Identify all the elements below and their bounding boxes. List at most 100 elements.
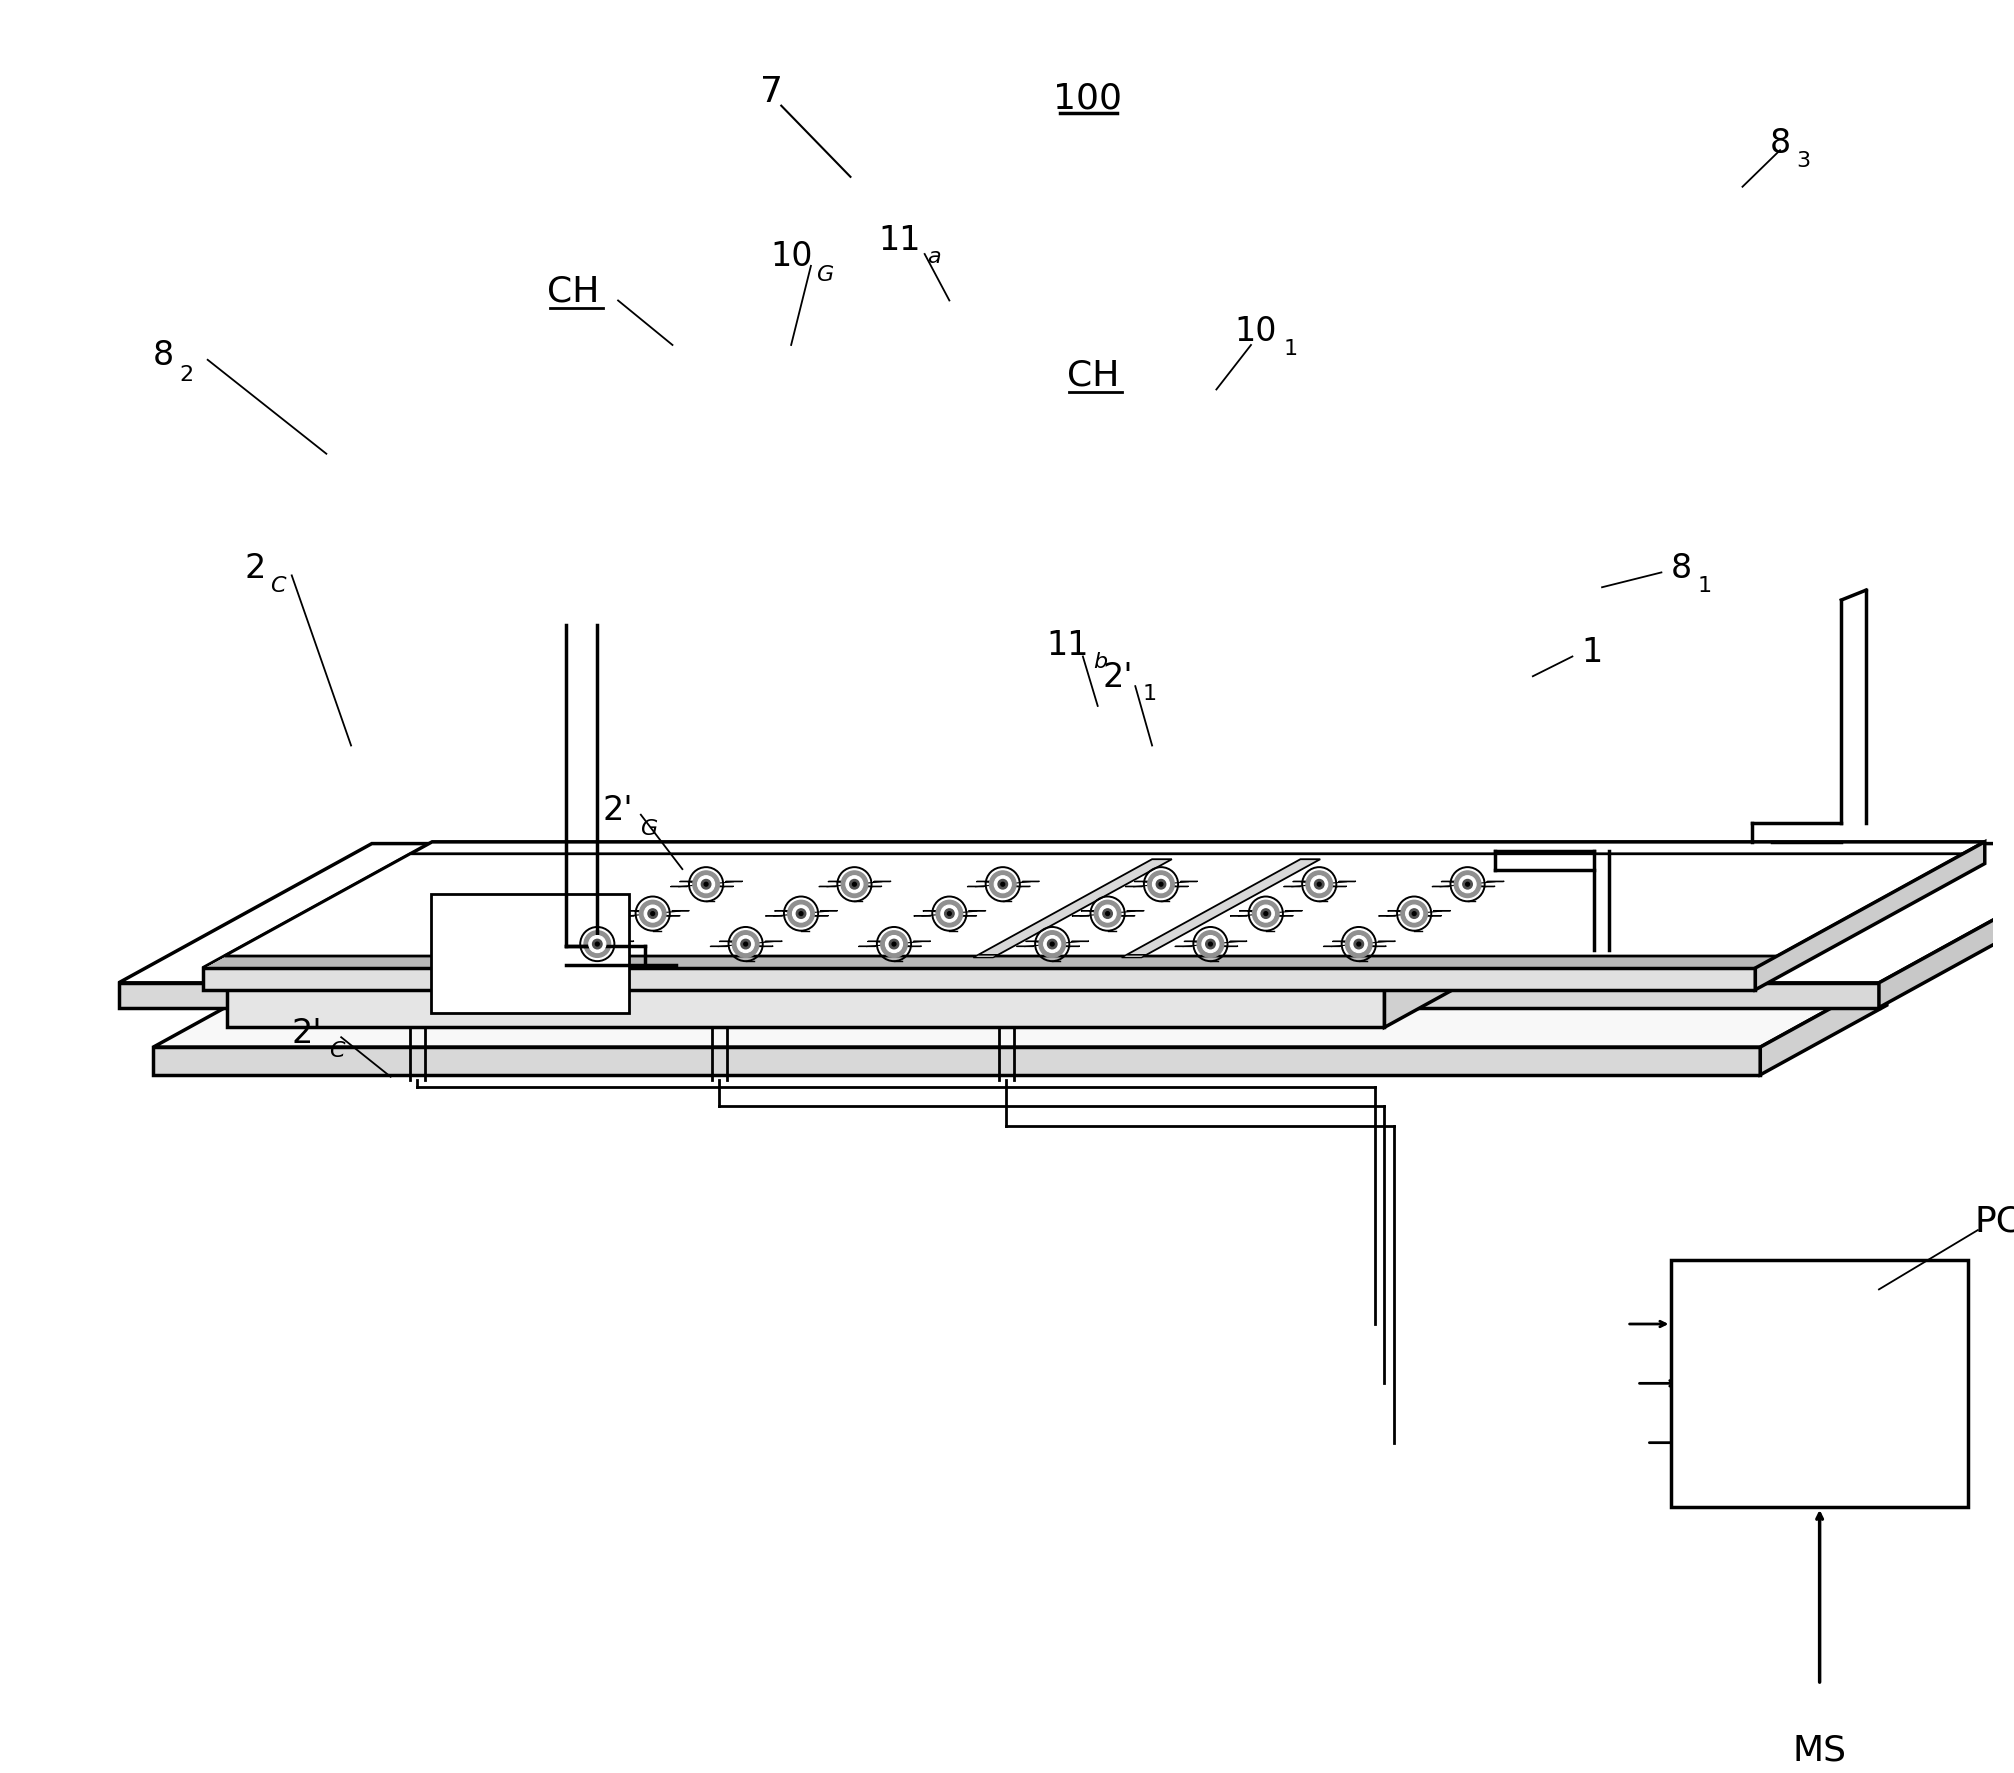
Circle shape (697, 876, 715, 894)
Circle shape (852, 883, 856, 886)
Circle shape (884, 936, 902, 954)
Circle shape (1253, 901, 1279, 927)
Circle shape (945, 910, 955, 918)
Circle shape (1204, 940, 1214, 949)
Circle shape (1313, 879, 1323, 890)
Circle shape (1305, 872, 1331, 897)
Circle shape (693, 872, 719, 897)
Circle shape (638, 901, 667, 927)
Text: 7: 7 (759, 74, 783, 108)
Circle shape (1200, 936, 1218, 954)
Circle shape (644, 906, 661, 922)
Polygon shape (1122, 956, 1146, 957)
Polygon shape (973, 956, 997, 957)
Text: CH: CH (548, 275, 600, 309)
Text: 8: 8 (1768, 126, 1790, 160)
Polygon shape (119, 984, 1877, 1009)
Circle shape (1458, 876, 1476, 894)
Circle shape (1098, 906, 1116, 922)
Circle shape (947, 911, 951, 917)
Text: 1: 1 (1698, 576, 1712, 596)
Polygon shape (431, 895, 628, 1012)
Circle shape (937, 901, 963, 927)
Text: 1: 1 (1283, 339, 1297, 358)
Text: 3: 3 (1796, 151, 1811, 170)
Circle shape (997, 879, 1007, 890)
Circle shape (1263, 911, 1267, 917)
Circle shape (1039, 931, 1065, 957)
Text: 10: 10 (769, 241, 812, 273)
Circle shape (888, 940, 898, 949)
Text: 2: 2 (244, 551, 266, 585)
Text: 8: 8 (153, 339, 173, 372)
Circle shape (792, 906, 810, 922)
Circle shape (1400, 901, 1426, 927)
Polygon shape (977, 860, 1172, 956)
Polygon shape (203, 956, 1776, 968)
Text: 2': 2' (602, 794, 632, 826)
Text: 11: 11 (878, 223, 920, 257)
Circle shape (1349, 936, 1368, 954)
Circle shape (649, 910, 657, 918)
Text: MS: MS (1792, 1732, 1845, 1766)
Text: 11: 11 (1045, 629, 1090, 661)
Text: 100: 100 (1053, 82, 1122, 115)
Circle shape (1208, 943, 1212, 947)
Circle shape (588, 936, 606, 954)
Circle shape (880, 931, 906, 957)
Circle shape (1261, 910, 1271, 918)
Text: G: G (818, 264, 834, 285)
Circle shape (1412, 911, 1416, 917)
Circle shape (1094, 901, 1120, 927)
Polygon shape (1877, 844, 2014, 1009)
Text: 1: 1 (1142, 684, 1156, 704)
Polygon shape (203, 842, 431, 968)
Polygon shape (1126, 860, 1319, 956)
Circle shape (584, 931, 610, 957)
Circle shape (1462, 879, 1472, 890)
Polygon shape (153, 1048, 1760, 1074)
Circle shape (1001, 883, 1005, 886)
Text: G: G (640, 817, 659, 839)
Circle shape (1464, 883, 1468, 886)
Text: C: C (330, 1041, 344, 1060)
Circle shape (1345, 931, 1372, 957)
Circle shape (1406, 906, 1422, 922)
Polygon shape (224, 855, 1962, 956)
Circle shape (1049, 943, 1053, 947)
Circle shape (1317, 883, 1321, 886)
Circle shape (846, 876, 862, 894)
Circle shape (703, 883, 707, 886)
Polygon shape (153, 979, 1885, 1048)
Circle shape (796, 910, 806, 918)
Polygon shape (1670, 1261, 1968, 1507)
Circle shape (941, 906, 957, 922)
Text: 10: 10 (1235, 314, 1277, 348)
Text: CH: CH (1065, 358, 1118, 392)
Text: 1: 1 (1581, 637, 1601, 668)
Circle shape (743, 943, 747, 947)
Circle shape (1152, 876, 1168, 894)
Polygon shape (1754, 842, 1984, 968)
Circle shape (594, 943, 598, 947)
Circle shape (1158, 883, 1162, 886)
Text: 2': 2' (1102, 660, 1132, 693)
Circle shape (1156, 879, 1166, 890)
Circle shape (787, 901, 814, 927)
Text: 2: 2 (179, 365, 193, 385)
Circle shape (1309, 876, 1327, 894)
Polygon shape (228, 968, 1384, 1028)
Circle shape (1454, 872, 1480, 897)
Text: PC: PC (1974, 1204, 2014, 1238)
Polygon shape (228, 860, 1581, 968)
Polygon shape (203, 968, 1754, 989)
Circle shape (1353, 940, 1363, 949)
Polygon shape (119, 844, 2014, 984)
Circle shape (989, 872, 1015, 897)
Circle shape (1047, 940, 1057, 949)
Circle shape (1106, 911, 1110, 917)
Circle shape (1196, 931, 1222, 957)
Text: 8: 8 (1670, 551, 1692, 585)
Circle shape (800, 911, 802, 917)
Polygon shape (1754, 842, 1984, 989)
